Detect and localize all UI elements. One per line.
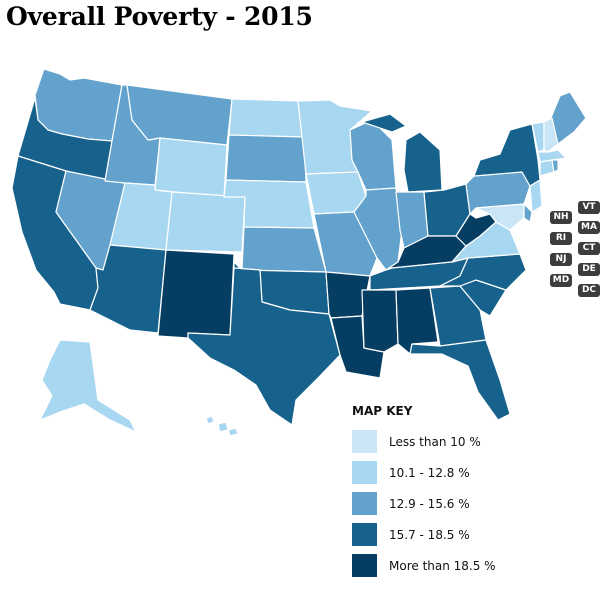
legend-swatch (352, 461, 377, 484)
legend-swatch (352, 430, 377, 453)
page-title: Overall Poverty - 2015 (6, 2, 313, 31)
small-state-label-NH[interactable]: NH (550, 211, 572, 224)
state-ND[interactable] (228, 98, 305, 138)
legend-label: Less than 10 % (389, 434, 481, 449)
state-SD[interactable] (225, 134, 307, 183)
state-RI[interactable] (551, 159, 559, 173)
state-NH[interactable] (543, 117, 559, 153)
small-state-label-MD[interactable]: MD (550, 274, 572, 287)
state-KS[interactable] (241, 226, 327, 273)
small-state-label-RI[interactable]: RI (550, 232, 572, 245)
legend-label: More than 18.5 % (389, 558, 496, 573)
small-state-label-MA[interactable]: MA (578, 221, 600, 234)
legend-item: 10.1 - 12.8 % (352, 461, 496, 484)
state-AK[interactable] (39, 339, 137, 433)
small-state-label-DC[interactable]: DC (578, 284, 600, 297)
legend-item: Less than 10 % (352, 430, 496, 453)
legend-label: 15.7 - 18.5 % (389, 527, 470, 542)
legend-item: 15.7 - 18.5 % (352, 523, 496, 546)
state-MD[interactable] (475, 203, 525, 231)
state-LA[interactable] (330, 315, 385, 379)
state-MA[interactable] (537, 149, 567, 163)
legend-label: 10.1 - 12.8 % (389, 465, 470, 480)
small-state-label-VT[interactable]: VT (578, 201, 600, 214)
state-NC[interactable] (439, 253, 527, 291)
state-WY[interactable] (154, 137, 228, 198)
legend-item: 12.9 - 15.6 % (352, 492, 496, 515)
legend-label: 12.9 - 15.6 % (389, 496, 470, 511)
state-NY[interactable] (473, 123, 541, 187)
map-key: MAP KEY Less than 10 % 10.1 - 12.8 % 12.… (352, 404, 496, 585)
legend-item: More than 18.5 % (352, 554, 496, 577)
state-FL[interactable] (409, 339, 511, 421)
small-state-label-DE[interactable]: DE (578, 263, 600, 276)
state-HI[interactable] (205, 415, 239, 437)
state-NM[interactable] (157, 249, 235, 339)
state-MS[interactable] (361, 289, 399, 353)
state-CO[interactable] (165, 191, 246, 253)
state-NJ[interactable] (529, 179, 543, 213)
legend-swatch (352, 492, 377, 515)
small-state-label-CT[interactable]: CT (578, 242, 600, 255)
state-DE[interactable] (523, 203, 533, 223)
small-state-label-NJ[interactable]: NJ (550, 253, 572, 266)
legend-swatch (352, 523, 377, 546)
legend-swatch (352, 554, 377, 577)
map-key-title: MAP KEY (352, 404, 413, 418)
state-TX[interactable] (187, 267, 341, 426)
